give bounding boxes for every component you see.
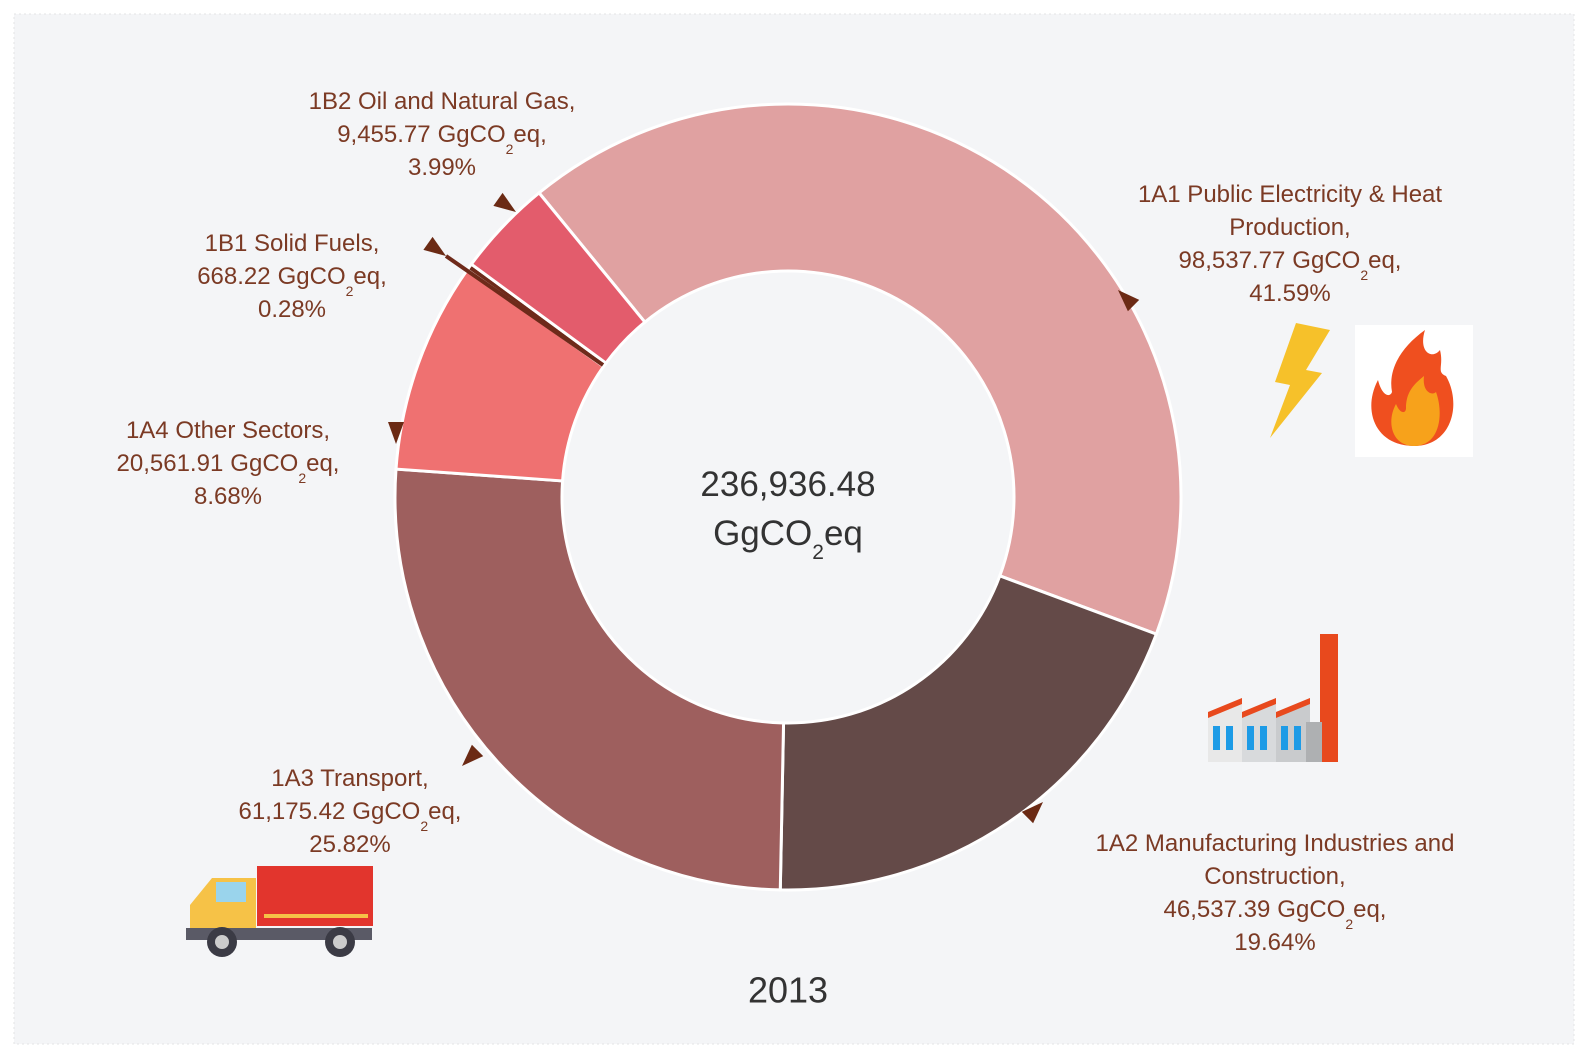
value-number: 9,455.77 bbox=[337, 121, 430, 148]
category-label: 1A2 Manufacturing Industries and Construc… bbox=[1096, 830, 1455, 890]
unit-base: GgCO bbox=[1277, 896, 1345, 923]
label-line: 1A1 Public Electricity & Heat bbox=[1138, 181, 1442, 208]
donut-segment bbox=[393, 467, 786, 892]
label-line: Production, bbox=[1229, 214, 1350, 241]
donut-segment bbox=[778, 573, 1159, 892]
lightning-icon bbox=[1270, 323, 1330, 438]
category-label: 1A4 Other Sectors, bbox=[126, 417, 330, 444]
label-line: 1B2 Oil and Natural Gas, bbox=[309, 88, 576, 115]
label-arrow bbox=[462, 744, 484, 766]
segment-label: 1A2 Manufacturing Industries and Construc… bbox=[1021, 802, 1455, 956]
unit-suffix: eq, bbox=[306, 450, 339, 477]
donut-segment bbox=[469, 190, 647, 366]
label-line: Construction, bbox=[1204, 863, 1345, 890]
unit-suffix: eq, bbox=[1368, 247, 1401, 274]
value-number: 668.22 bbox=[197, 263, 270, 290]
percent-label: 3.99% bbox=[408, 154, 476, 181]
segment-label: 1B1 Solid Fuels, 668.22 GgCO2eq, 0.28% bbox=[197, 230, 446, 323]
value-label: 20,561.91 GgCO2eq, bbox=[117, 450, 340, 486]
unit-subscript: 2 bbox=[1345, 916, 1353, 932]
label-line: 1A3 Transport, bbox=[271, 765, 428, 792]
segment-label: 1A4 Other Sectors,20,561.91 GgCO2eq,8.68% bbox=[117, 417, 404, 510]
unit-text: GgCO2eq bbox=[713, 514, 863, 564]
unit-subscript: 2 bbox=[298, 470, 306, 486]
label-arrow bbox=[388, 422, 404, 444]
value-label: 98,537.77 GgCO2eq, bbox=[1179, 247, 1402, 283]
truck-icon bbox=[186, 866, 373, 957]
unit-suffix: eq, bbox=[428, 798, 461, 825]
label-arrow bbox=[1021, 802, 1043, 824]
category-label: 1A1 Public Electricity & Heat Production, bbox=[1138, 181, 1442, 241]
unit-subscript: 2 bbox=[506, 141, 514, 157]
unit-subscript: 2 bbox=[1360, 267, 1368, 283]
donut-segment bbox=[536, 102, 1183, 637]
unit-base: GgCO bbox=[713, 514, 812, 553]
label-line: 1A4 Other Sectors, bbox=[126, 417, 330, 444]
unit-suffix: eq bbox=[824, 514, 863, 553]
value-number: 61,175.42 bbox=[239, 798, 346, 825]
category-label: 1A3 Transport, bbox=[271, 765, 428, 792]
percent-label: 41.59% bbox=[1249, 280, 1330, 307]
chart-title: 2013 bbox=[748, 970, 828, 1011]
segment-label: 1A1 Public Electricity & Heat Production,… bbox=[1118, 181, 1442, 312]
label-arrow bbox=[423, 236, 446, 256]
percent-label: 0.28% bbox=[258, 296, 326, 323]
value-label: 9,455.77 GgCO2eq, bbox=[337, 121, 547, 157]
segment-label: 1B2 Oil and Natural Gas, 9,455.77 GgCO2eq,… bbox=[309, 88, 576, 212]
unit-base: GgCO bbox=[352, 798, 420, 825]
unit-base: GgCO bbox=[1292, 247, 1360, 274]
value-number: 98,537.77 bbox=[1179, 247, 1286, 274]
unit-suffix: eq, bbox=[513, 121, 546, 148]
value-number: 46,537.39 bbox=[1164, 896, 1271, 923]
category-label: 1B1 Solid Fuels, bbox=[205, 230, 380, 257]
total-value: 236,936.48 bbox=[700, 465, 875, 504]
label-line: 1B1 Solid Fuels, bbox=[205, 230, 380, 257]
unit-base: GgCO bbox=[278, 263, 346, 290]
unit-subscript: 2 bbox=[812, 541, 824, 564]
segment-label: 1A3 Transport,61,175.42 GgCO2eq,25.82% bbox=[239, 744, 484, 858]
unit-subscript: 2 bbox=[346, 283, 354, 299]
percent-label: 8.68% bbox=[194, 483, 262, 510]
percent-label: 25.82% bbox=[309, 831, 390, 858]
category-label: 1B2 Oil and Natural Gas, bbox=[309, 88, 576, 115]
label-line: 1A2 Manufacturing Industries and bbox=[1096, 830, 1455, 857]
value-label: 46,537.39 GgCO2eq, bbox=[1164, 896, 1387, 932]
unit-subscript: 2 bbox=[420, 818, 428, 834]
factory-icon bbox=[1208, 634, 1338, 762]
percent-label: 19.64% bbox=[1234, 929, 1315, 956]
label-arrow bbox=[1118, 290, 1140, 312]
value-label: 668.22 GgCO2eq, bbox=[197, 263, 387, 299]
unit-suffix: eq, bbox=[353, 263, 386, 290]
leader-line bbox=[444, 254, 605, 367]
unit-suffix: eq, bbox=[1353, 896, 1386, 923]
flame-icon bbox=[1355, 325, 1473, 457]
unit-base: GgCO bbox=[230, 450, 298, 477]
value-number: 20,561.91 bbox=[117, 450, 224, 477]
unit-base: GgCO bbox=[438, 121, 506, 148]
label-arrow bbox=[493, 192, 516, 212]
value-label: 61,175.42 GgCO2eq, bbox=[239, 798, 462, 834]
